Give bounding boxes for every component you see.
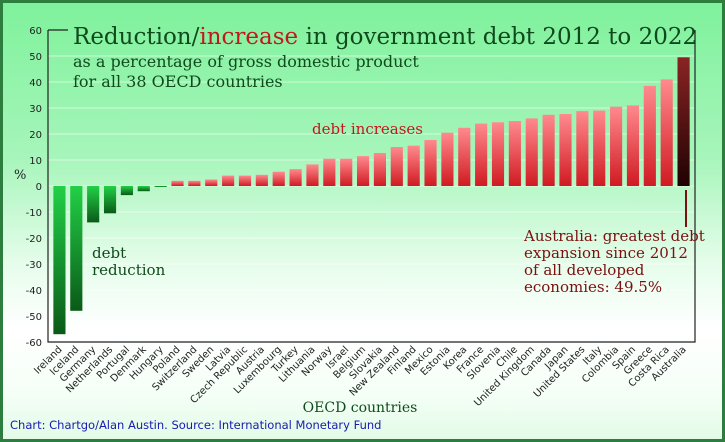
bar-mexico [424, 139, 437, 186]
australia-annotation-line: economies: 49.5% [524, 278, 662, 296]
bar-luxembourg [272, 171, 285, 186]
australia-annotation-line: of all developed [524, 261, 645, 279]
plot-frame [47, 30, 696, 343]
y-tick-label: 20 [29, 130, 42, 141]
bar-united-kingdom [525, 118, 538, 186]
y-axis-label: % [14, 168, 26, 183]
annotation-debt-reduction-1: debt [92, 244, 126, 262]
bar-estonia [441, 132, 454, 186]
australia-annotation-line: Australia: greatest debt [523, 227, 705, 245]
bar-colombia [610, 106, 623, 186]
y-tick-label: -50 [26, 312, 42, 323]
y-tick-label: 30 [29, 104, 42, 115]
y-tick-label: -40 [26, 286, 42, 297]
bar-iceland [70, 186, 83, 311]
annotation-debt-reduction-2: reduction [92, 261, 166, 279]
chart-subtitle-1: as a percentage of gross domestic produc… [73, 52, 419, 71]
bar-korea [458, 127, 471, 186]
y-tick-label: -30 [26, 260, 42, 271]
bar-belgium [356, 156, 370, 186]
bar-sweden [205, 179, 218, 186]
y-tick-label: -10 [26, 208, 42, 219]
y-tick-label: 40 [29, 78, 42, 89]
bar-austria [255, 174, 268, 186]
bar-ireland [53, 186, 66, 335]
y-tick-label: -20 [26, 234, 42, 245]
bar-australia [677, 57, 690, 186]
y-tick-label: -60 [26, 338, 42, 349]
x-axis-label: OECD countries [303, 400, 418, 416]
bar-switzerland [188, 180, 201, 186]
bar-new-zealand [390, 147, 403, 186]
y-tick-label: 60 [29, 26, 42, 37]
bar-netherlands [103, 186, 117, 214]
bar-italy [593, 110, 606, 186]
bar-united-states [576, 111, 589, 186]
chart-credit: Chart: Chartgo/Alan Austin. Source: Inte… [10, 418, 381, 432]
y-tick-label: 10 [29, 156, 42, 167]
bar-hungary [154, 186, 167, 187]
bar-poland [171, 180, 184, 186]
bar-japan [559, 113, 572, 186]
chart-title: Reduction/increase in government debt 20… [73, 24, 697, 50]
y-tick-label: 0 [36, 182, 42, 193]
bar-latvia [222, 175, 235, 186]
bar-slovakia [373, 152, 387, 186]
bar-turkey [289, 169, 302, 186]
bar-israel [340, 158, 353, 186]
bar-finland [407, 145, 420, 186]
annotation-debt-increases: debt increases [312, 120, 423, 138]
bar-germany [87, 186, 100, 223]
bar-france [475, 123, 488, 186]
bar-canada [542, 114, 555, 186]
bar-denmark [137, 186, 150, 192]
australia-annotation-line: expansion since 2012 [524, 244, 688, 262]
bar-spain [626, 105, 640, 186]
bar-chile [508, 121, 521, 186]
bar-costa-rica [660, 79, 673, 186]
bar-lithuania [306, 164, 319, 186]
bar-portugal [120, 186, 133, 196]
australia-annotation: Australia: greatest debt expansion since… [523, 227, 705, 296]
chart-subtitle-2: for all 38 OECD countries [73, 72, 283, 91]
bar-greece [643, 85, 656, 186]
bar-czech-republic [238, 175, 252, 186]
bar-slovenia [491, 122, 505, 186]
y-tick-label: 50 [29, 52, 42, 63]
bar-norway [323, 158, 336, 186]
